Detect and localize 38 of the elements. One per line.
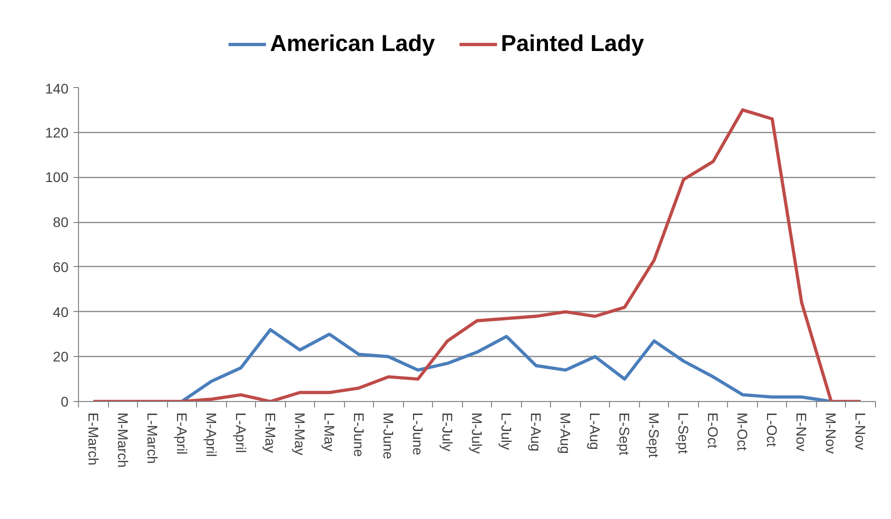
x-tick-label: E-June	[350, 412, 367, 458]
x-tick-label: M-Nov	[823, 412, 840, 454]
x-tick-label: L-Aug	[587, 412, 604, 450]
y-tick-label: 20	[52, 348, 69, 365]
x-tick-label: L-Oct	[764, 412, 780, 447]
legend-label: Painted Lady	[500, 30, 644, 57]
x-tick-label: L-March	[144, 412, 160, 464]
x-tick-label: M-July	[469, 412, 485, 454]
x-tick-label: E-March	[85, 412, 102, 466]
x-tick-label: E-May	[262, 412, 278, 453]
x-tick-label: E-Oct	[705, 412, 722, 448]
x-tick-label: M-Oct	[734, 412, 751, 451]
x-tick-label: L-June	[410, 412, 426, 456]
x-tick-label: L-Nov	[852, 412, 869, 450]
x-tick-label: E-Nov	[794, 412, 810, 452]
y-tick-label: 120	[45, 124, 69, 140]
x-tick-label: L-Sept	[676, 412, 692, 454]
y-tick-label: 100	[45, 169, 69, 186]
x-tick-label: L-July	[498, 412, 515, 450]
line-series	[92, 108, 862, 402]
x-tick-label: E-Aug	[528, 412, 544, 452]
x-tick-label: E-Sept	[616, 412, 633, 456]
x-tick-label: E-July	[439, 412, 456, 452]
x-tick-label: M-March	[114, 412, 131, 468]
x-tick-label: M-June	[380, 412, 396, 460]
y-tick-label: 0	[60, 394, 69, 410]
y-tick-label: 140	[45, 80, 69, 96]
x-tick-label: L-May	[321, 412, 338, 452]
x-tick-label: L-April	[232, 412, 249, 453]
x-tick-label: M-Sept	[646, 412, 662, 458]
x-tick-label: E-April	[174, 412, 190, 455]
x-tick-label: M-April	[203, 412, 220, 457]
y-tick-label: 80	[52, 214, 69, 230]
x-tick-label: M-Aug	[558, 412, 574, 454]
y-tick-label: 40	[52, 304, 69, 320]
y-tick-label: 60	[52, 258, 69, 275]
legend-label: American Lady	[270, 30, 435, 57]
x-tick-label: M-May	[292, 412, 308, 456]
